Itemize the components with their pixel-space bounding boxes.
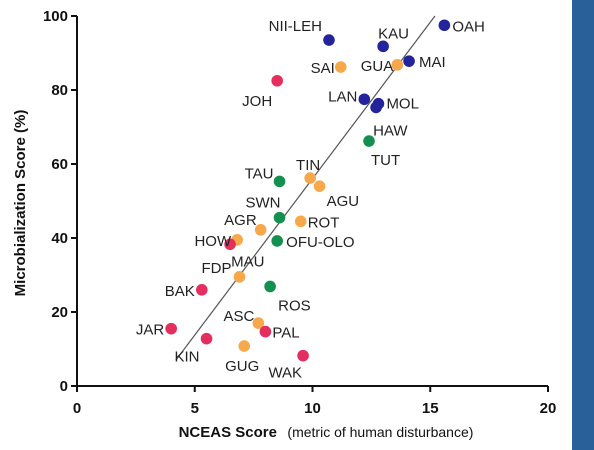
point-label-jar: JAR [136, 322, 165, 339]
y-axis-title: Microbialization Score (%) [12, 110, 29, 297]
point-label-oah: OAH [452, 18, 485, 35]
data-points [165, 19, 451, 362]
point-label-nii-leh: NII-LEH [269, 18, 322, 35]
data-point-mau [224, 238, 236, 251]
data-point-jar [165, 322, 177, 335]
data-point-kau [377, 40, 389, 53]
point-label-asc: ASC [223, 308, 254, 325]
point-label-mau: MAU [231, 253, 264, 270]
point-label-pal: PAL [272, 325, 299, 342]
x-ticks: 0 5 10 15 20 [73, 386, 557, 417]
data-point-oah [438, 19, 451, 32]
x-tick-label: 0 [73, 400, 81, 417]
data-point-haw [370, 101, 382, 114]
point-label-haw: HAW [373, 122, 408, 139]
y-tick-label: 40 [51, 230, 68, 247]
data-point-gug [238, 340, 251, 352]
point-label-agu: AGU [327, 193, 360, 210]
data-point-lan [358, 93, 371, 106]
point-label-mol: MOL [386, 96, 419, 113]
data-point-asc [252, 317, 265, 329]
point-label-kau: KAU [378, 25, 409, 42]
point-label-joh: JOH [242, 93, 272, 110]
data-point-mai [403, 55, 415, 67]
point-label-fdp: FDP [201, 260, 231, 277]
point-label-gua: GUA [361, 58, 394, 75]
data-point-tin [304, 172, 316, 184]
data-point-ros [264, 280, 276, 293]
data-point-tau [273, 175, 286, 188]
point-label-kin: KIN [175, 349, 200, 366]
y-tick-label: 20 [51, 304, 68, 321]
x-tick-label: 5 [191, 400, 199, 417]
point-label-sai: SAI [311, 60, 335, 77]
point-label-ros: ROS [278, 297, 311, 314]
data-point-wak [297, 349, 309, 362]
data-point-nii-leh [323, 34, 335, 46]
point-label-tin: TIN [296, 157, 320, 174]
scatter-chart: 0 5 10 15 20 0 20 40 60 80 100 OAH NII-LEH KAU MAI SA… [12, 8, 556, 441]
data-point-ofu-olo [271, 235, 283, 247]
axes: 0 5 10 15 20 0 20 40 60 80 100 [43, 8, 556, 417]
data-point-fdp [233, 271, 246, 283]
x-tick-label: 15 [422, 400, 439, 417]
data-point-swn [273, 211, 286, 224]
y-tick-label: 80 [51, 82, 68, 99]
point-label-swn: SWN [246, 195, 281, 212]
chart-panel: 0 5 10 15 20 0 20 40 60 80 100 OAH NII-LEH KAU MAI SA… [0, 0, 572, 450]
data-point-sai [334, 61, 347, 73]
point-label-gug: GUG [225, 358, 259, 375]
point-label-bak: BAK [165, 283, 195, 300]
point-label-tut: TUT [371, 152, 400, 169]
data-point-agr [254, 224, 267, 236]
y-tick-label: 0 [60, 378, 68, 395]
x-tick-label: 10 [304, 400, 321, 417]
x-axis-title: NCEAS Score (metric of human disturbance… [179, 424, 474, 441]
point-labels: OAH NII-LEH KAU MAI SAI GUA JOH LAN MOL HAW TUT TIN… [136, 18, 485, 382]
x-tick-label: 20 [540, 400, 557, 417]
x-axis-title-main: NCEAS Score [179, 424, 277, 441]
point-label-tau: TAU [245, 165, 274, 182]
data-point-joh [271, 74, 283, 87]
point-label-wak: WAK [268, 365, 302, 382]
data-point-gua [391, 59, 404, 71]
point-label-agr: AGR [224, 212, 257, 229]
y-tick-label: 100 [43, 8, 68, 25]
data-point-agu [313, 180, 326, 192]
y-tick-label: 60 [51, 156, 68, 173]
y-ticks: 0 20 40 60 80 100 [43, 8, 77, 395]
fit-line [175, 15, 436, 361]
data-point-kin [200, 332, 213, 345]
x-axis-title-note: (metric of human disturbance) [287, 424, 473, 440]
point-label-how: HOW [194, 233, 232, 250]
point-label-mai: MAI [419, 54, 446, 71]
point-label-ofu-olo: OFU-OLO [286, 234, 354, 251]
data-point-tut [363, 135, 375, 147]
data-point-bak [196, 284, 208, 296]
data-point-pal [259, 325, 272, 338]
data-point-rot [294, 215, 307, 228]
point-label-rot: ROT [308, 214, 340, 231]
point-label-lan: LAN [328, 88, 357, 105]
